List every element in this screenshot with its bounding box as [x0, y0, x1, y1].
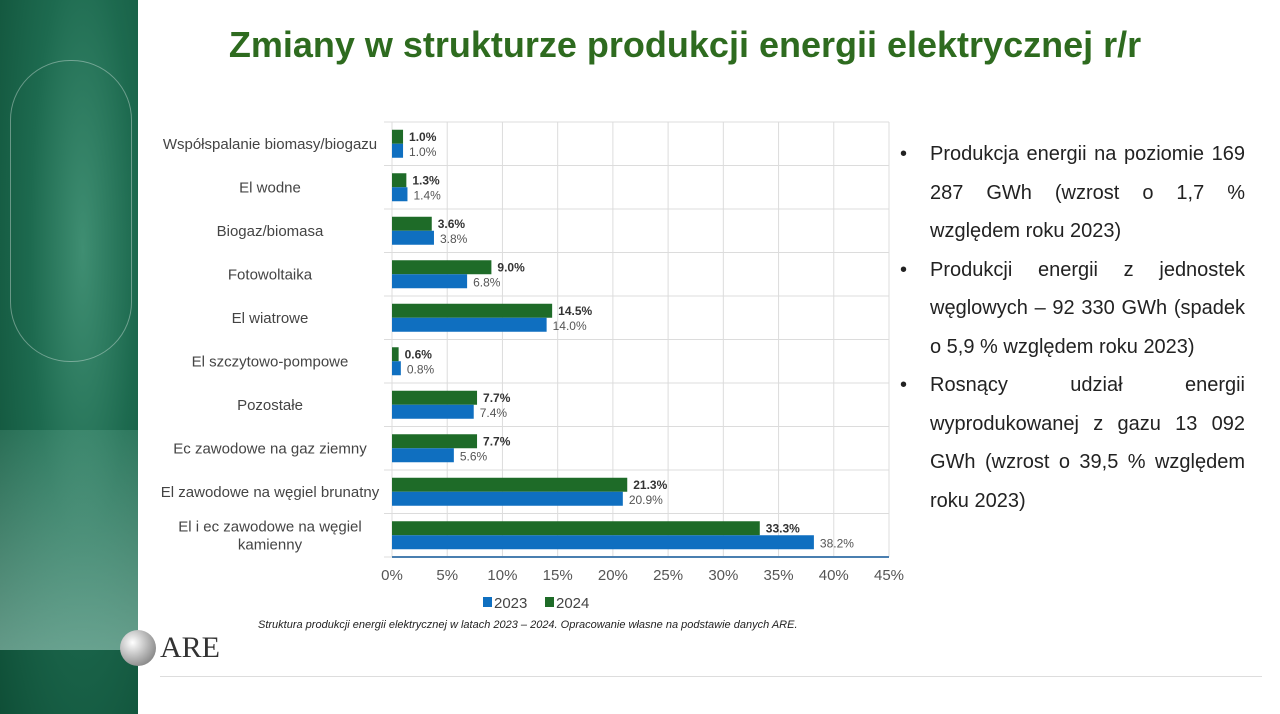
data-label-2023: 7.4% [480, 406, 508, 420]
logo-sphere-icon [120, 630, 156, 666]
data-label-2023: 6.8% [473, 275, 501, 289]
x-tick-label: 40% [819, 567, 849, 584]
data-label-2023: 38.2% [820, 536, 854, 550]
bar-2024 [392, 129, 404, 144]
bullet-text: Rosnący udział energii wyprodukowanej z … [930, 374, 1245, 512]
x-tick-label: 20% [598, 567, 628, 584]
x-tick-label: 45% [874, 567, 904, 584]
legend-label: 2023 [494, 595, 527, 612]
decorative-side-panel [0, 0, 138, 714]
data-label-2023: 0.8% [407, 362, 435, 376]
x-tick-label: 0% [381, 567, 403, 584]
are-logo: ARE [120, 630, 220, 666]
bar-2023 [392, 230, 434, 245]
slide-title: Zmiany w strukturze produkcji energii el… [228, 24, 1142, 65]
bar-2023 [392, 448, 454, 463]
x-tick-label: 25% [653, 567, 683, 584]
bar-2024 [392, 216, 432, 231]
data-label-2023: 20.9% [629, 493, 663, 507]
x-tick-label: 10% [487, 567, 517, 584]
bullet-dot: • [900, 258, 908, 281]
data-label-2024: 7.7% [483, 391, 511, 405]
bullet-item: • Produkcji energii z jednostek węglowych… [900, 251, 1245, 367]
bar-2023 [392, 491, 623, 506]
data-label-2024: 0.6% [405, 347, 433, 361]
category-label: El wodne [239, 179, 301, 196]
data-label-2023: 3.8% [440, 232, 468, 246]
data-label-2024: 21.3% [633, 478, 667, 492]
category-label: El zawodowe na węgiel brunatny [161, 484, 380, 501]
category-label: kamienny [238, 536, 303, 553]
legend-label: 2024 [556, 595, 589, 612]
category-label: El wiatrowe [232, 310, 309, 327]
x-tick-label: 35% [764, 567, 794, 584]
category-label: Ec zawodowe na gaz ziemny [173, 440, 367, 457]
bar-2024 [392, 477, 628, 492]
x-tick-label: 15% [543, 567, 573, 584]
bullet-item: • Produkcja energii na poziomie 169 287 G… [900, 135, 1245, 251]
data-label-2024: 33.3% [766, 521, 800, 535]
data-label-2023: 1.4% [413, 188, 441, 202]
bar-2024 [392, 173, 407, 188]
bar-2023 [392, 361, 401, 376]
chart-caption: Struktura produkcji energii elektrycznej… [258, 619, 798, 631]
legend-swatch [545, 597, 554, 607]
data-label-2023: 14.0% [553, 319, 587, 333]
category-label: Fotowoltaika [228, 266, 313, 283]
category-label: Współspalanie biomasy/biogazu [163, 136, 377, 153]
legend-swatch [483, 597, 492, 607]
bar-2024 [392, 390, 478, 405]
bar-2023 [392, 317, 547, 332]
category-label: El i ec zawodowe na węgiel [178, 518, 361, 535]
bullet-dot: • [900, 143, 908, 165]
bar-2024 [392, 303, 553, 318]
bullet-item: • Rosnący udział energii wyprodukowanej z… [900, 366, 1245, 520]
category-label: El szczytowo-pompowe [192, 353, 349, 370]
data-label-2024: 1.0% [409, 130, 437, 144]
bullet-list: • Produkcja energii na poziomie 169 287 G… [900, 135, 1245, 520]
category-label: Biogaz/biomasa [217, 223, 324, 240]
bullet-text: Produkcja energii na poziomie 169 287 GW… [930, 143, 1245, 242]
data-label-2024: 7.7% [483, 434, 511, 448]
bar-2024 [392, 521, 760, 536]
bar-2023 [392, 187, 408, 202]
category-label: Pozostałe [237, 397, 303, 414]
logo-text: ARE [160, 631, 220, 664]
bar-2023 [392, 535, 814, 550]
data-label-2024: 9.0% [497, 260, 525, 274]
bullet-dot: • [900, 374, 908, 396]
bar-2023 [392, 274, 468, 289]
bar-2024 [392, 434, 478, 449]
data-label-2024: 1.3% [412, 173, 440, 187]
bar-2023 [392, 404, 474, 419]
x-tick-label: 30% [708, 567, 738, 584]
bar-2024 [392, 347, 399, 362]
footer-divider [160, 676, 1262, 677]
data-label-2024: 3.6% [438, 217, 466, 231]
bar-2023 [392, 143, 404, 158]
bullet-text: Produkcji energii z jednostek węglowych … [930, 258, 1245, 358]
bar-2024 [392, 260, 492, 275]
data-label-2024: 14.5% [558, 304, 592, 318]
data-label-2023: 1.0% [409, 145, 437, 159]
data-label-2023: 5.6% [460, 449, 488, 463]
x-tick-label: 5% [436, 567, 458, 584]
